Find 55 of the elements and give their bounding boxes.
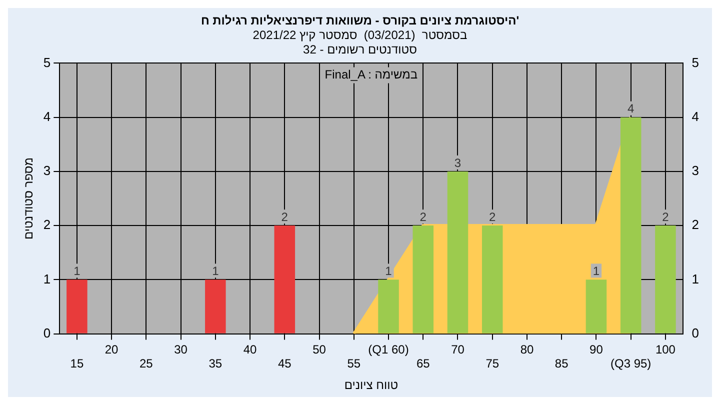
- bar: [586, 280, 607, 334]
- bar: [274, 226, 296, 334]
- chart-title: היסטוגרמת ציונים בקורס - משוואות דיפרנציאליות רגילות ח': [200, 14, 520, 28]
- bar: [412, 226, 434, 334]
- x-tick-label: (Q3 95): [610, 356, 652, 371]
- x-tick-label: 90: [590, 342, 604, 356]
- y-tick-label: 3: [43, 163, 51, 178]
- x-tick-label: 20: [104, 342, 119, 356]
- x-tick-label: 50: [312, 342, 326, 356]
- data-label: 1: [74, 264, 81, 278]
- data-label: 2: [662, 210, 670, 224]
- y-tick-label: 5: [43, 54, 51, 70]
- y2-tick-label: 3: [692, 163, 700, 178]
- x-tick-label: 40: [243, 342, 258, 356]
- x-tick-label: 65: [416, 356, 430, 371]
- y-tick-label: 4: [43, 108, 51, 124]
- x-tick-label: 75: [486, 356, 500, 371]
- y2-tick-label: 0: [692, 325, 700, 340]
- data-label: 2: [420, 210, 427, 224]
- bar: [447, 171, 468, 334]
- x-tick-label: 25: [140, 356, 154, 371]
- chart-subtitle: בסמסטר (03/2021) סמסטר קיץ 2021/22 סטודנטים רשומים - 32: [252, 28, 468, 56]
- bar: [482, 226, 503, 334]
- y2-tick-label: 5: [692, 54, 700, 70]
- data-label: 2: [489, 210, 496, 224]
- x-tick-label: 100: [655, 342, 676, 356]
- y-tick-label: 1: [43, 271, 51, 286]
- data-label: 4: [628, 102, 634, 116]
- y-tick-label: 2: [43, 217, 51, 232]
- bar: [205, 280, 226, 334]
- x-tick-label: 85: [554, 356, 569, 371]
- bar: [620, 117, 642, 334]
- x-axis-title: טווח ציונים: [344, 378, 398, 392]
- x-tick-label: 30: [174, 342, 188, 356]
- x-tick-label: 45: [278, 356, 292, 371]
- bar: [378, 280, 399, 334]
- x-tick-label: 80: [520, 342, 534, 356]
- y-tick-label: 0: [43, 325, 51, 340]
- x-tick-label: 35: [208, 356, 222, 371]
- bar: [655, 226, 676, 334]
- data-label: 1: [385, 264, 392, 278]
- data-label: 1: [212, 264, 220, 278]
- bar: [66, 280, 88, 334]
- x-tick-label: (Q1 60): [368, 342, 409, 356]
- data-label: 3: [454, 156, 462, 170]
- annotation: Final_A : במשימה: [324, 68, 418, 82]
- y2-tick-label: 2: [692, 217, 700, 232]
- x-tick-label: 70: [451, 342, 465, 356]
- y2-tick-label: 4: [692, 108, 700, 124]
- x-tick-label: 55: [347, 356, 361, 371]
- y2-tick-label: 1: [692, 271, 700, 286]
- data-label: 2: [281, 210, 288, 224]
- data-label: 1: [592, 264, 600, 278]
- x-tick-label: 15: [70, 356, 84, 371]
- y-axis-title: מספר סטודנטים: [22, 157, 36, 240]
